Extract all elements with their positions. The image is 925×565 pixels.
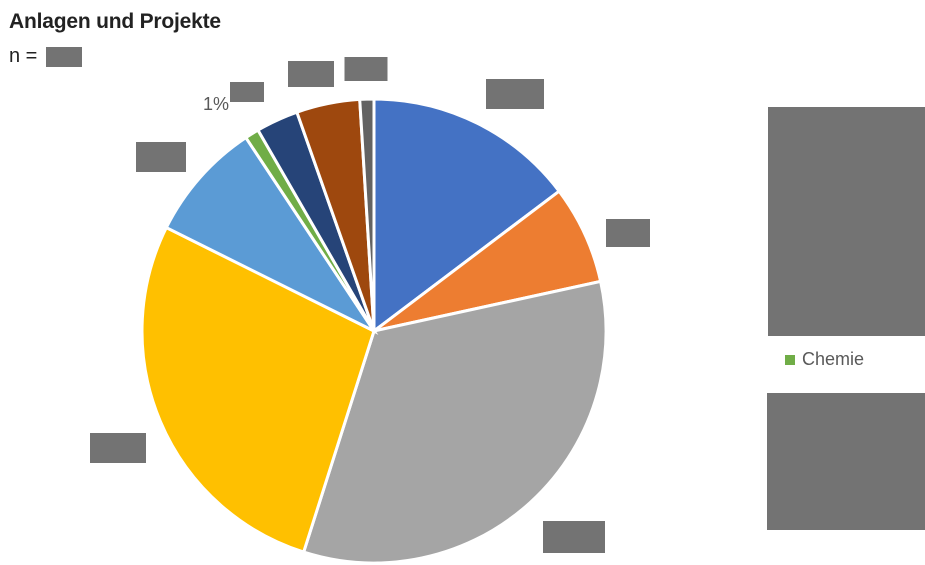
- redacted-data-label-4: [136, 142, 186, 172]
- pie-slice-0: [372, 97, 562, 335]
- pie-slices: [140, 97, 608, 565]
- pie-data-labels: 1%: [90, 57, 650, 553]
- legend-redacted-bottom: [767, 393, 925, 530]
- legend-swatch: [785, 354, 795, 365]
- redacted-data-label-3: [90, 433, 146, 463]
- redacted-data-label-0: [486, 79, 544, 109]
- pie-slice-8: [358, 97, 376, 332]
- pie-slice-4: [164, 135, 379, 335]
- pie-slice-3: [140, 225, 376, 554]
- redacted-data-label-8: [344, 57, 388, 81]
- sample-size-prefix: n =: [9, 45, 38, 67]
- chart-subtitle: n =: [9, 45, 82, 68]
- redacted-data-label-2: [543, 521, 605, 553]
- chart-title: Anlagen und Projekte: [9, 10, 221, 33]
- pie-slice-2: [301, 279, 608, 565]
- redacted-sample-size: [45, 46, 82, 67]
- legend-entry-chemie: Chemie: [785, 349, 864, 370]
- legend-label: Chemie: [802, 349, 865, 369]
- redacted-label-extra: [230, 82, 263, 102]
- redacted-data-label-1: [606, 219, 650, 247]
- legend-redacted-top: [768, 107, 925, 336]
- data-label-5: 1%: [203, 94, 229, 114]
- redacted-data-label-7: [288, 61, 334, 87]
